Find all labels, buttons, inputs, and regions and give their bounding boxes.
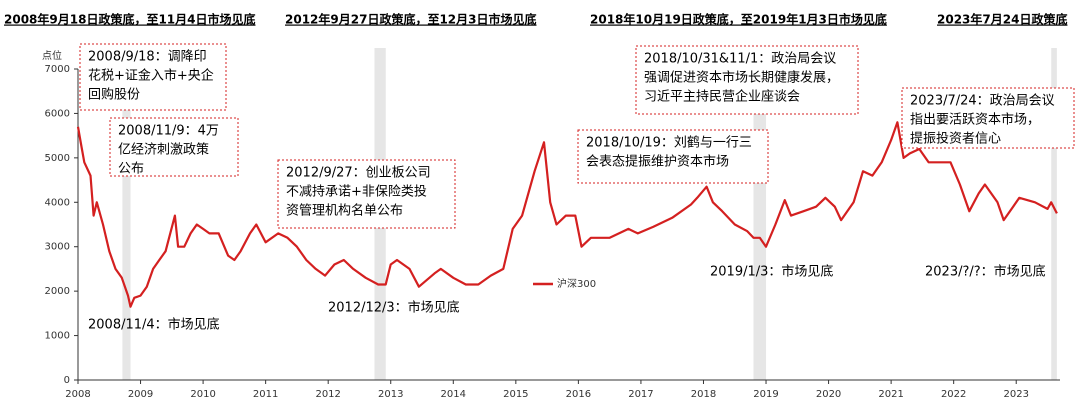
annotation-box [277, 159, 456, 229]
x-tick-label: 2014 [441, 389, 466, 400]
header: 2008年9月18日政策底，至11月4日市场见底 [4, 12, 256, 27]
legend-label: 沪深300 [557, 277, 596, 290]
x-tick-label: 2009 [128, 389, 153, 400]
y-axis-label: 点位 [42, 49, 62, 62]
annotation-text: 不减持承诺+非保险类投 [286, 184, 427, 200]
annotation-text: 公布 [118, 162, 144, 177]
series-line [76, 121, 1058, 308]
annotation-text: 2012/9/27：创业板公司 [286, 166, 431, 181]
y-tick-label: 7000 [45, 64, 70, 75]
x-tick-label: 2011 [253, 389, 278, 400]
annotation-text: 会表态提振维护资本市场 [586, 154, 729, 170]
y-tick-label: 4000 [45, 197, 70, 208]
x-tick-label: 2019 [753, 389, 778, 400]
annotation-text: 亿经济刺激政策 [118, 142, 209, 158]
annotation-text: 花税+证金入市+央企 [88, 68, 214, 84]
x-tick-label: 2020 [816, 389, 841, 400]
annotation-text: 2023/7/24：政治局会议 [910, 94, 1055, 109]
x-tick-label: 2013 [378, 389, 403, 400]
x-tick-label: 2010 [190, 389, 215, 400]
header: 2018年10月19日政策底，至2019年1月3日市场见底 [590, 12, 887, 27]
annotation-text: 2018/10/31&11/1：政治局会议 [644, 52, 836, 67]
annotation-box [109, 117, 239, 177]
annotation-text: 2018/10/19：刘鹤与一行三 [586, 135, 752, 151]
y-tick-label: 3000 [45, 242, 70, 253]
y-tick-label: 1000 [45, 331, 70, 342]
annotation-text: 2019/1/3：市场见底 [710, 264, 833, 280]
annotation-box [577, 129, 769, 184]
annotation-text: 强调促进资本市场长期健康发展， [644, 70, 839, 86]
annotation-text: 提振投资者信心 [910, 131, 1001, 147]
x-tick-label: 2012 [315, 389, 340, 400]
annotation-text: 回购股份 [88, 87, 140, 103]
shaded-period [1051, 48, 1057, 380]
annotation-text: 2012/12/3：市场见底 [328, 300, 460, 316]
annotation-text: 资管理机构名单公布 [286, 203, 403, 219]
x-tick-label: 2022 [941, 389, 966, 400]
annotation-text: 指出要活跃资本市场， [910, 112, 1040, 128]
y-tick-label: 6000 [45, 108, 70, 119]
annotation-text: 习近平主持民营企业座谈会 [644, 89, 800, 105]
x-tick-label: 2023 [1003, 389, 1028, 400]
shaded-period [122, 48, 131, 380]
annotation-text: 2008/9/18：调降印 [88, 50, 207, 65]
x-tick-label: 2018 [691, 389, 716, 400]
annotation-box [901, 87, 1075, 149]
annotation-text: 2023/?/?：市场见底 [925, 264, 1046, 280]
x-tick-label: 2008 [65, 389, 90, 400]
x-tick-label: 2016 [566, 389, 591, 400]
annotation-box [635, 45, 859, 115]
annotation-text: 2008/11/9：4万 [118, 124, 219, 139]
y-tick-label: 2000 [45, 286, 70, 297]
y-tick-label: 5000 [45, 153, 70, 164]
annotation-text: 2008/11/4：市场见底 [88, 317, 220, 333]
header: 2023年7月24日政策底 [937, 12, 1067, 27]
y-tick-label: 0 [64, 375, 70, 386]
x-tick-label: 2021 [878, 389, 903, 400]
x-tick-label: 2017 [628, 389, 653, 400]
x-tick-label: 2015 [503, 389, 528, 400]
annotation-box [79, 43, 227, 111]
header: 2012年9月27日政策底，至12月3日市场见底 [285, 12, 537, 27]
